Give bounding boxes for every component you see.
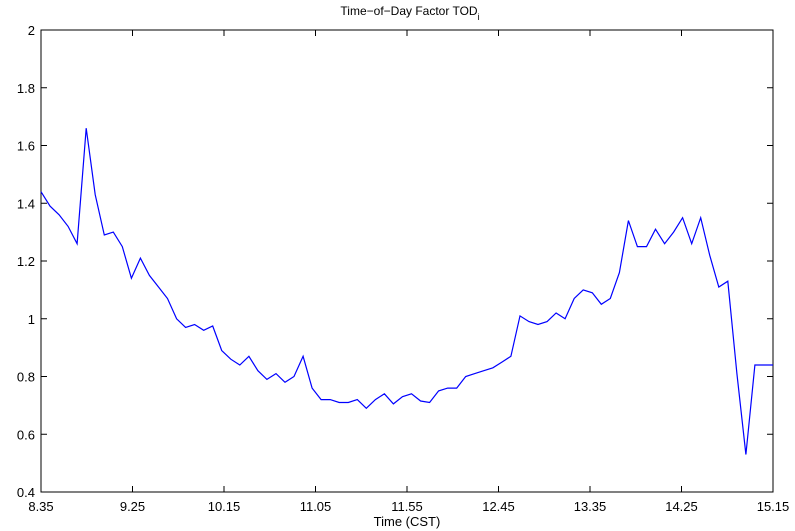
y-tick-label: 1.6 [17, 139, 35, 154]
y-tick-label: 2 [28, 23, 35, 38]
y-tick-label: 1.8 [17, 81, 35, 96]
chart-title-main: Time−of−Day Factor TOD [340, 4, 477, 18]
x-tick-label: 9.25 [120, 499, 145, 514]
x-tick-label: 15.15 [757, 499, 790, 514]
x-tick-label: 11.55 [391, 499, 423, 514]
tod-factor-line [40, 128, 773, 455]
x-tick-label: 8.35 [28, 499, 53, 514]
x-axis: 8.35 9.25 10.15 11.05 11.55 12.45 13.35 14.25 15… [28, 30, 789, 514]
y-tick-label: 1 [28, 312, 35, 327]
y-tick-label: 0.4 [17, 485, 35, 500]
y-tick-label: 0.6 [17, 427, 35, 442]
x-axis-label: Time (CST) [374, 514, 441, 529]
y-tick-label: 0.8 [17, 370, 35, 385]
x-tick-label: 10.15 [208, 499, 241, 514]
x-tick-label: 13.35 [574, 499, 607, 514]
x-tick-label: 11.05 [300, 499, 332, 514]
y-tick-label: 1.2 [17, 254, 35, 269]
y-axis: 0.4 0.6 0.8 1 1.2 1.4 1.6 1.8 2 [17, 23, 773, 500]
plot-area [40, 29, 774, 493]
chart-title-subscript: i [478, 12, 480, 22]
y-tick-label: 1.4 [17, 196, 35, 211]
x-tick-label: 12.45 [482, 499, 515, 514]
x-tick-label: 14.25 [665, 499, 698, 514]
chart-title: Time−of−Day Factor TODi [340, 4, 479, 22]
